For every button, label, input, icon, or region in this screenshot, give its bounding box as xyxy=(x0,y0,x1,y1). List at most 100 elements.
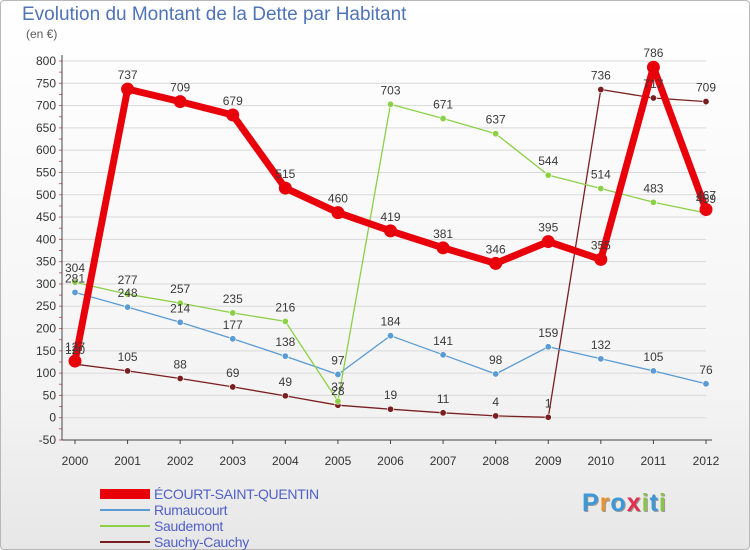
data-point-2 xyxy=(176,299,184,307)
data-label: 381 xyxy=(433,227,453,241)
data-point-1 xyxy=(597,355,605,363)
data-label: 679 xyxy=(223,94,243,108)
data-point-2 xyxy=(71,278,79,286)
data-point-1 xyxy=(334,370,342,378)
data-point-1 xyxy=(702,380,710,388)
data-point-3 xyxy=(544,413,552,421)
data-point-0 xyxy=(226,108,240,122)
data-label: 637 xyxy=(486,113,506,127)
y-tick-label: 500 xyxy=(36,188,56,202)
data-label: 281 xyxy=(65,271,85,285)
data-point-2 xyxy=(124,290,132,298)
data-label: 28 xyxy=(331,384,345,398)
axis-layer: -50 0 50 100 150 200 250 300 350 400 450 500 550 600 6… xyxy=(36,54,720,468)
data-point-1 xyxy=(176,318,184,326)
legend-swatch-ecourt xyxy=(100,489,150,499)
y-tick-label: 250 xyxy=(36,299,56,313)
data-label: 37 xyxy=(331,380,345,394)
data-label: 395 xyxy=(538,221,558,235)
data-label: 235 xyxy=(223,292,243,306)
data-point-2 xyxy=(597,185,605,193)
data-point-0 xyxy=(646,60,660,74)
y-tick-label: 650 xyxy=(36,121,56,135)
y-tick-label: 200 xyxy=(36,322,56,336)
x-tick-label: 2005 xyxy=(325,454,352,468)
data-label: 703 xyxy=(380,83,400,97)
data-point-3 xyxy=(702,98,710,106)
data-label: 277 xyxy=(118,273,138,287)
x-tick-label: 2001 xyxy=(114,454,141,468)
data-point-3 xyxy=(176,374,184,382)
data-label: 19 xyxy=(384,388,398,402)
y-tick-label: -50 xyxy=(39,433,57,447)
data-label: 214 xyxy=(170,301,190,315)
y-tick-label: 700 xyxy=(36,99,56,113)
data-point-3 xyxy=(649,94,657,102)
data-label: 88 xyxy=(173,357,187,371)
logo-letter: i xyxy=(658,489,667,517)
unit-label: (en €) xyxy=(26,27,58,41)
data-point-2 xyxy=(492,130,500,138)
legend-label-ecourt: ÉCOURT-SAINT-QUENTIN xyxy=(154,486,319,502)
data-point-0 xyxy=(121,82,135,96)
y-tick-label: 600 xyxy=(36,143,56,157)
data-point-0 xyxy=(436,241,450,255)
data-point-1 xyxy=(649,367,657,375)
data-label: 355 xyxy=(591,238,611,252)
data-label: 709 xyxy=(696,81,716,95)
data-label: 11 xyxy=(437,392,450,406)
series-line-3 xyxy=(74,88,707,418)
data-point-0 xyxy=(68,354,82,368)
data-label: 248 xyxy=(118,286,138,300)
y-tick-label: 400 xyxy=(36,232,56,246)
x-tick-label: 2012 xyxy=(693,454,720,468)
data-point-1 xyxy=(544,343,552,351)
data-point-0 xyxy=(594,252,608,266)
data-point-0 xyxy=(384,224,397,238)
data-point-1 xyxy=(281,352,289,360)
data-label: 177 xyxy=(223,318,243,332)
y-tick-label: 0 xyxy=(49,411,56,425)
data-label: 216 xyxy=(275,300,295,314)
data-label: 120 xyxy=(65,343,85,357)
data-label: 483 xyxy=(643,181,663,195)
data-label: 159 xyxy=(538,326,558,340)
data-label: 98 xyxy=(489,353,503,367)
data-label: 138 xyxy=(275,335,295,349)
legend-swatch-saudemont xyxy=(100,525,150,527)
chart-title: Evolution du Montant de la Dette par Hab… xyxy=(22,4,407,25)
data-point-3 xyxy=(492,412,500,420)
data-point-3 xyxy=(597,86,605,94)
data-label: 671 xyxy=(433,98,453,112)
x-tick-label: 2008 xyxy=(482,454,509,468)
logo-letter: P xyxy=(582,489,600,517)
logo-letter: t xyxy=(649,489,659,517)
legend-swatch-rumaucourt xyxy=(100,509,150,511)
data-label-layer: 1277377096795154604193813463953557864672… xyxy=(65,46,716,410)
data-point-3 xyxy=(229,383,237,391)
x-tick-label: 2007 xyxy=(430,454,457,468)
data-label: 460 xyxy=(328,192,348,206)
data-label: 76 xyxy=(699,363,713,377)
data-label: 786 xyxy=(643,46,663,60)
proxiti-logo: Proxiti xyxy=(582,489,667,518)
data-label: 257 xyxy=(170,282,190,296)
x-tick-label: 2009 xyxy=(535,454,562,468)
data-point-0 xyxy=(331,206,345,220)
data-label: 467 xyxy=(696,188,716,202)
data-point-3 xyxy=(281,392,289,400)
data-point-2 xyxy=(386,100,394,108)
data-point-1 xyxy=(124,303,132,311)
y-tick-label: 550 xyxy=(36,165,56,179)
y-tick-label: 350 xyxy=(36,255,56,269)
data-label: 141 xyxy=(433,334,453,348)
data-label: 132 xyxy=(591,338,611,352)
x-tick-label: 2004 xyxy=(272,454,299,468)
data-point-0 xyxy=(489,256,503,270)
series-layer xyxy=(68,60,713,421)
legend-label-sauchy-cauchy: Sauchy-Cauchy xyxy=(154,534,249,550)
y-tick-label: 450 xyxy=(36,210,56,224)
data-point-1 xyxy=(439,351,447,359)
data-label: 49 xyxy=(279,375,293,389)
data-label: 1 xyxy=(545,396,552,410)
